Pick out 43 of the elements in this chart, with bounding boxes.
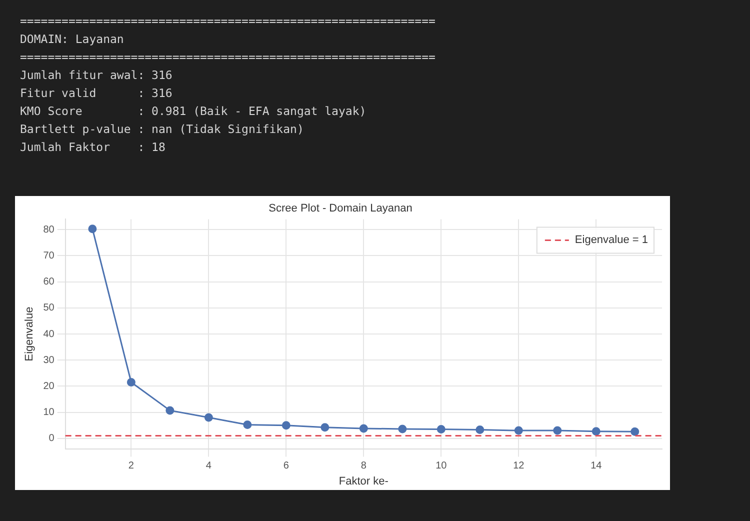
x-tick-label: 2 <box>128 460 134 472</box>
y-tick-label: 10 <box>43 407 55 418</box>
text: DOMAIN: Layanan <box>20 31 125 48</box>
point <box>359 424 368 433</box>
text: ============================================================ <box>20 13 436 30</box>
point <box>282 421 290 430</box>
x-tick-label: 8 <box>360 460 367 472</box>
x-axis-title: Faktor ke- <box>338 475 389 488</box>
point <box>476 426 484 434</box>
y-tick-label: 20 <box>43 380 55 392</box>
text: KMO Score : 0.981 (Baik - EFA sangat layak) <box>20 103 368 120</box>
point <box>514 426 523 435</box>
point <box>553 426 562 435</box>
x-tick-label: 12 <box>513 460 525 472</box>
y-axis-title: Eigenvalue <box>24 306 36 362</box>
x-tick-label: 10 <box>436 460 448 472</box>
legend-label: Eigenvalue = 1 <box>574 234 648 246</box>
chart-title: Scree Plot - Domain Layanan <box>268 202 412 215</box>
point <box>630 427 640 436</box>
point <box>592 427 600 436</box>
y-tick-label: 50 <box>43 302 55 314</box>
y-tick-label: 0 <box>48 433 55 444</box>
text: Fitur valid : 316 <box>20 85 174 102</box>
x-tick-label: 14 <box>590 460 602 472</box>
point <box>398 424 407 434</box>
point <box>243 420 252 430</box>
y-tick-label: 30 <box>43 354 55 366</box>
y-tick-label: 40 <box>43 328 55 340</box>
point <box>126 378 136 387</box>
point <box>320 423 330 432</box>
point <box>88 224 97 234</box>
text: Jumlah fitur awal: 316 <box>20 67 174 84</box>
point <box>166 406 174 415</box>
y-tick-label: 70 <box>43 250 55 262</box>
y-tick-label: 60 <box>43 276 55 288</box>
x-tick-label: 6 <box>283 460 290 472</box>
text: ============================================================ <box>20 49 436 66</box>
point <box>204 413 213 422</box>
x-tick-label: 4 <box>206 460 212 472</box>
y-tick-label: 80 <box>43 224 55 236</box>
text: Jumlah Faktor : 18 <box>20 139 166 156</box>
text: Bartlett p-value : nan (Tidak Signifikan) <box>20 121 305 138</box>
point <box>436 424 446 434</box>
